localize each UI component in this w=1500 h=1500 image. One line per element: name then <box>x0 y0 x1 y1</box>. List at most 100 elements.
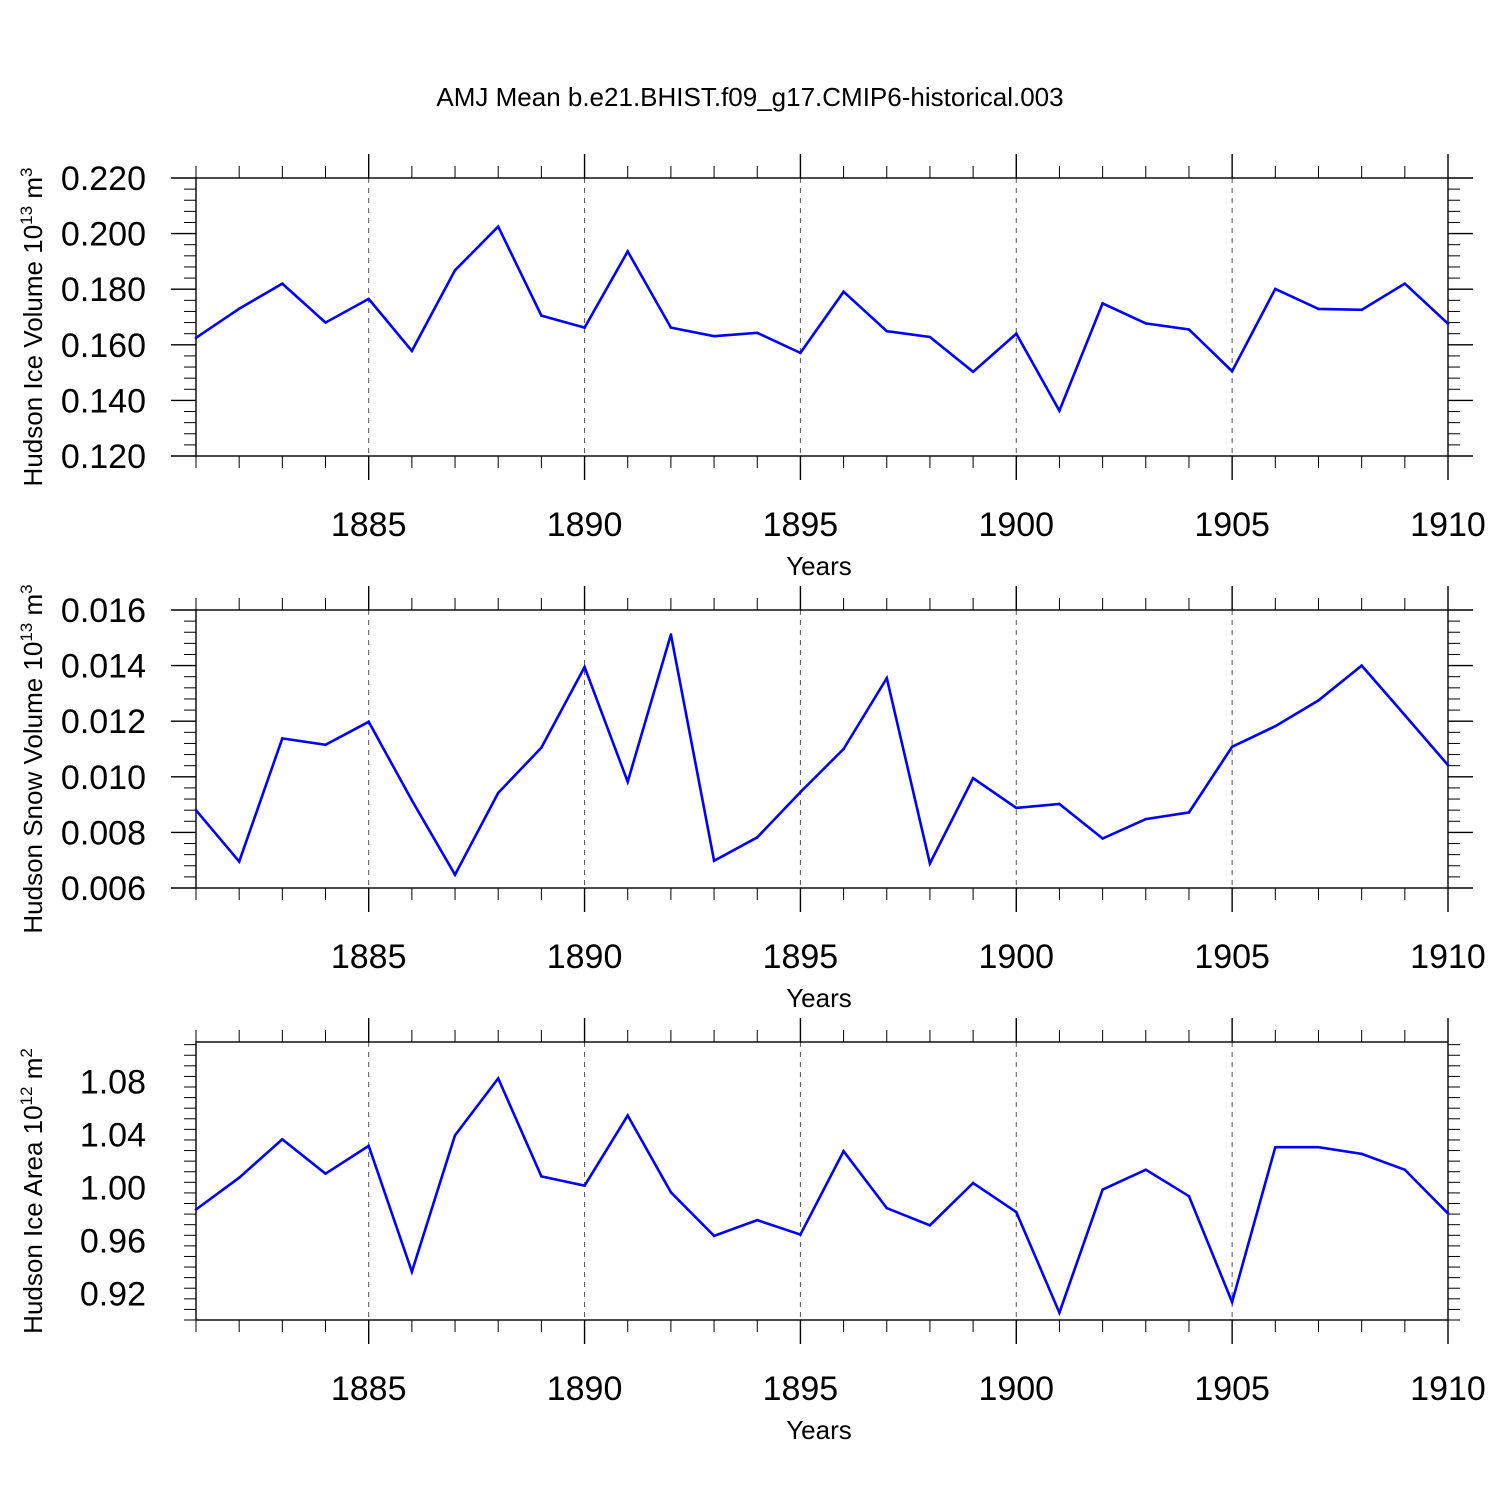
data-point <box>1101 1188 1104 1191</box>
data-point <box>1187 1194 1191 1198</box>
series-line <box>195 634 1449 878</box>
data-point <box>281 1138 284 1141</box>
data-point <box>928 1224 932 1227</box>
data-point <box>1144 322 1148 325</box>
data-point <box>1446 1212 1450 1215</box>
y-axis-title: Hudson Snow Volume 1013 m3 <box>17 584 48 933</box>
data-point <box>799 351 802 355</box>
data-point <box>799 790 802 794</box>
data-point <box>583 326 586 329</box>
data-point <box>496 1077 500 1080</box>
data-point <box>496 225 500 228</box>
data-point <box>1317 307 1320 311</box>
y-tick-label: 0.120 <box>61 438 146 476</box>
plot-frame <box>195 1041 1449 1321</box>
plot-frame <box>195 609 1449 889</box>
x-tick-label: 1900 <box>978 506 1054 544</box>
data-point <box>194 336 198 340</box>
x-tick-label: 1905 <box>1194 506 1270 544</box>
data-point <box>971 776 975 780</box>
data-point <box>712 859 716 863</box>
data-point <box>842 747 845 751</box>
data-point <box>1187 328 1191 331</box>
x-axis-title: Years <box>786 1415 852 1445</box>
data-point <box>1014 332 1018 335</box>
data-point <box>626 250 630 253</box>
data-point <box>1274 724 1277 728</box>
x-tick-label: 1885 <box>331 938 407 976</box>
chart-panel-1: 0.120 0.140 0.160 0.180 0.200 0.220 1885 1890 18… <box>17 154 1486 581</box>
data-point <box>453 1134 457 1137</box>
data-point <box>237 307 241 310</box>
data-point <box>1230 1300 1234 1304</box>
x-tick-label: 1885 <box>331 1370 407 1408</box>
data-point <box>712 1234 716 1238</box>
data-point <box>1274 1145 1277 1149</box>
y-axis-title: Hudson Ice Area 1012 m2 <box>17 1048 48 1334</box>
data-point <box>1360 308 1363 312</box>
data-point <box>410 799 414 802</box>
y-tick-label: 0.160 <box>61 327 146 365</box>
data-point <box>410 349 414 353</box>
chart-title: AMJ Mean b.e21.BHIST.f09_g17.CMIP6-histo… <box>436 82 1063 112</box>
data-point <box>1360 1152 1363 1156</box>
data-point <box>1058 1311 1061 1315</box>
data-point <box>367 1144 370 1148</box>
data-point <box>1274 287 1277 291</box>
data-point <box>1403 282 1407 285</box>
data-point <box>453 873 457 876</box>
chart-panels: 0.120 0.140 0.160 0.180 0.200 0.220 1885 1890 18… <box>17 154 1486 1445</box>
x-tick-label: 1905 <box>1194 938 1270 976</box>
x-tick-label: 1910 <box>1410 1370 1486 1408</box>
x-tick-label: 1900 <box>978 938 1054 976</box>
x-tick-label: 1890 <box>547 506 623 544</box>
data-point <box>1360 664 1363 667</box>
data-point <box>971 1181 975 1185</box>
data-point <box>842 290 845 294</box>
data-point <box>540 1175 543 1178</box>
y-tick-label: 0.200 <box>61 216 146 254</box>
x-axis-title: Years <box>786 983 852 1013</box>
data-point <box>669 633 673 636</box>
data-point <box>626 1114 630 1117</box>
series-line <box>195 1075 1449 1317</box>
y-tick-label: 0.016 <box>61 592 146 630</box>
y-tick-label: 0.010 <box>61 759 146 797</box>
data-point <box>1230 745 1234 749</box>
data-point <box>281 737 284 740</box>
data-point <box>367 720 370 724</box>
y-tick-label: 0.180 <box>61 271 146 309</box>
data-point <box>1446 322 1450 325</box>
x-tick-label: 1890 <box>547 938 623 976</box>
x-tick-label: 1900 <box>978 1370 1054 1408</box>
y-tick-label: 1.08 <box>80 1064 146 1102</box>
data-point <box>1144 817 1148 821</box>
plot-frame <box>195 177 1449 457</box>
data-point <box>928 335 932 339</box>
data-point <box>1144 1168 1148 1172</box>
data-point <box>1317 1145 1320 1149</box>
data-point <box>1446 763 1450 767</box>
data-point <box>799 1233 802 1236</box>
data-point <box>885 1206 889 1210</box>
data-point <box>626 780 630 784</box>
y-axis-title: Hudson Ice Volume 1013 m3 <box>17 168 48 487</box>
data-point <box>755 836 759 839</box>
data-point <box>1101 302 1104 305</box>
data-point <box>237 860 241 863</box>
data-point <box>1014 1210 1018 1214</box>
data-point <box>1403 713 1407 717</box>
x-tick-label: 1910 <box>1410 938 1486 976</box>
y-tick-label: 0.96 <box>80 1223 146 1261</box>
x-tick-label: 1885 <box>331 506 407 544</box>
data-point <box>1014 806 1018 810</box>
y-tick-label: 1.00 <box>80 1170 146 1208</box>
data-point <box>1403 1168 1407 1172</box>
data-point <box>540 314 543 317</box>
data-point <box>712 334 716 338</box>
data-point <box>410 1270 414 1273</box>
y-tick-label: 0.92 <box>80 1276 146 1314</box>
data-point <box>281 282 284 285</box>
data-point <box>583 1184 586 1187</box>
